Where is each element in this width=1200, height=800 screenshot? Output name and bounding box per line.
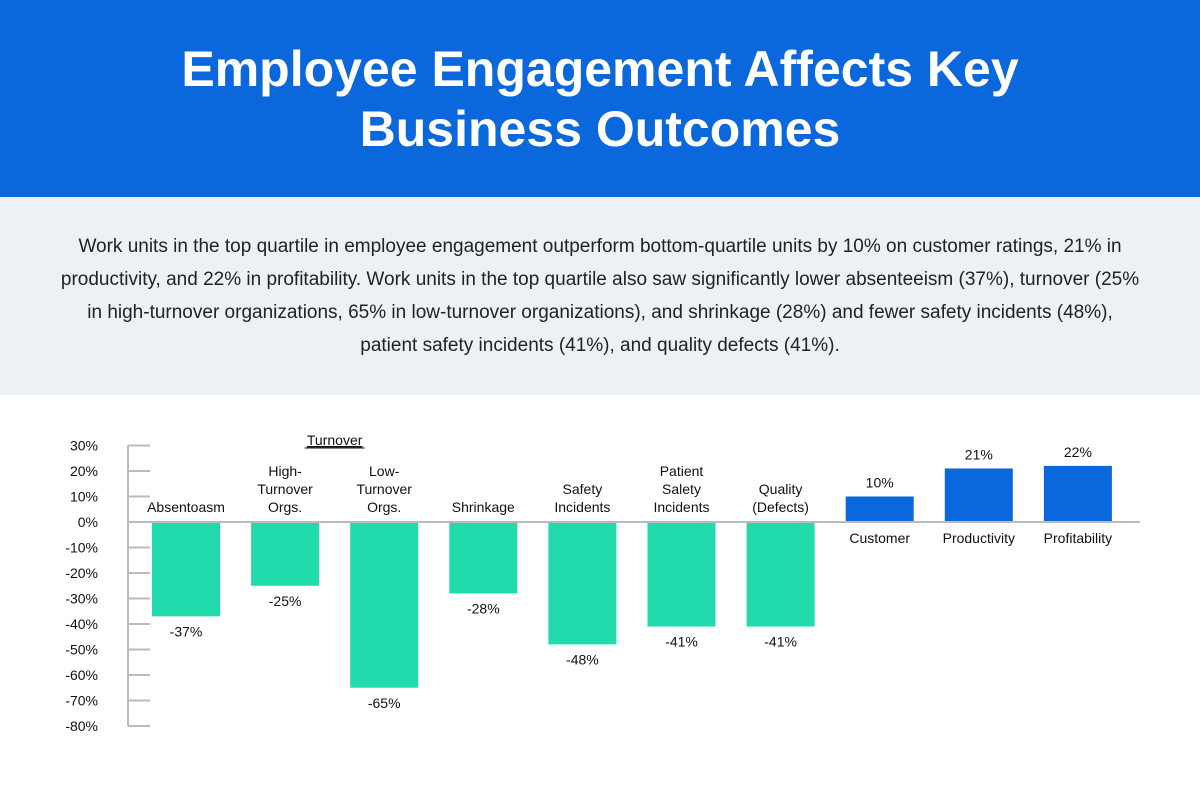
category-label: Profitability [1044, 530, 1112, 546]
y-tick-label: -40% [65, 616, 98, 632]
bar [449, 522, 518, 594]
data-label: -25% [269, 593, 302, 609]
y-tick-label: -80% [65, 718, 98, 734]
data-label: -37% [170, 623, 203, 639]
data-label: -28% [467, 600, 500, 616]
header-banner: Employee Engagement Affects Key Business… [0, 0, 1200, 197]
data-label: 10% [866, 475, 894, 491]
bar [746, 522, 815, 627]
category-label: Incidents [653, 499, 709, 515]
category-label: Orgs. [268, 499, 302, 515]
category-label: Salety [662, 481, 701, 497]
category-label: Productivity [943, 530, 1015, 546]
y-tick-label: -70% [65, 693, 98, 709]
group-label-turnover: Turnover [307, 432, 363, 448]
y-tick-label: 30% [70, 438, 98, 454]
category-label: Incidents [554, 499, 610, 515]
y-tick-label: 20% [70, 463, 98, 479]
bar [944, 468, 1013, 522]
intro-section: Work units in the top quartile in employ… [0, 197, 1200, 395]
y-tick-label: -10% [65, 540, 98, 556]
category-label: Safety [563, 481, 603, 497]
y-tick-label: -30% [65, 591, 98, 607]
y-tick-label: 0% [78, 514, 98, 530]
data-label: -41% [665, 634, 698, 650]
category-label: Quality [759, 481, 803, 497]
category-label: Shrinkage [452, 499, 515, 515]
category-label: (Defects) [752, 499, 809, 515]
y-tick-label: -50% [65, 642, 98, 658]
page-title: Employee Engagement Affects Key Business… [181, 40, 1019, 157]
data-label: 21% [965, 446, 993, 462]
bar [845, 496, 914, 522]
category-label: Turnover [257, 481, 313, 497]
data-label: 22% [1064, 444, 1092, 460]
bar [350, 522, 419, 688]
category-label: Absentoasm [147, 499, 225, 515]
category-label: High- [268, 463, 302, 479]
category-label: Customer [849, 530, 910, 546]
bar [647, 522, 716, 627]
category-label: Low- [369, 463, 400, 479]
bar [152, 522, 220, 617]
bar [1043, 465, 1112, 522]
category-label: Turnover [356, 481, 412, 497]
y-tick-label: -60% [65, 667, 98, 683]
bar [548, 522, 617, 645]
data-label: -41% [764, 634, 797, 650]
data-label: -48% [566, 651, 599, 667]
category-label: Orgs. [367, 499, 401, 515]
y-tick-label: -20% [65, 565, 98, 581]
data-label: -65% [368, 695, 401, 711]
intro-text: Work units in the top quartile in employ… [60, 236, 1140, 356]
category-label: Patient [660, 463, 704, 479]
bar [251, 522, 320, 586]
y-tick-label: 10% [70, 489, 98, 505]
